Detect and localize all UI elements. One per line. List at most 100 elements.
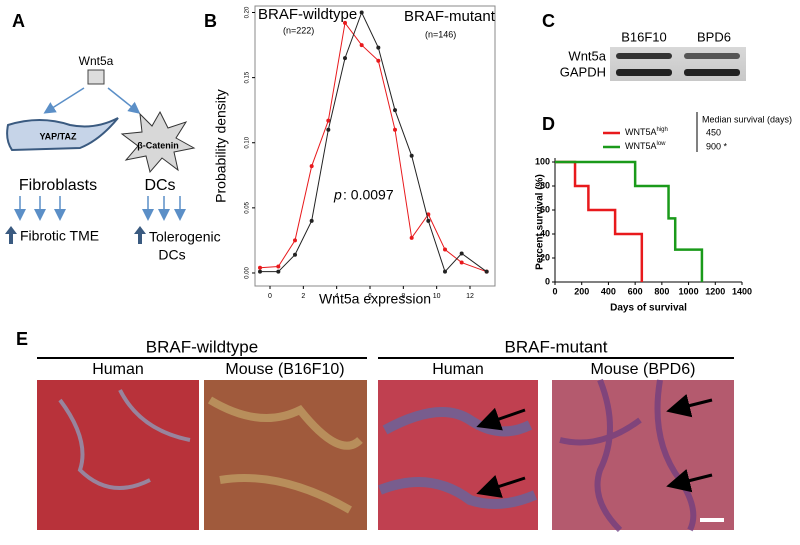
p-value: : 0.0097 bbox=[343, 187, 394, 203]
data-point bbox=[409, 153, 414, 158]
legend-superscript: low bbox=[657, 141, 667, 147]
legend-label: BRAF-mutant bbox=[404, 8, 496, 25]
cell-label: Fibroblasts bbox=[19, 177, 97, 194]
legend-label: WNT5Ahigh bbox=[625, 127, 668, 138]
group-title: BRAF-wildtype bbox=[146, 337, 258, 356]
data-point bbox=[276, 264, 281, 269]
data-point bbox=[443, 269, 447, 274]
legend-label: BRAF-wildtype bbox=[258, 6, 357, 23]
up-arrow bbox=[134, 226, 146, 244]
x-tick-label: 400 bbox=[601, 286, 616, 296]
arrows-down bbox=[14, 196, 186, 221]
data-point bbox=[326, 118, 331, 123]
arrow bbox=[107, 87, 141, 114]
panel-e: E BRAF-wildtype BRAF-mutant Human Mouse … bbox=[16, 329, 734, 533]
x-tick-label: 10 bbox=[433, 293, 441, 300]
data-point bbox=[343, 56, 347, 61]
x-tick-label: 200 bbox=[574, 286, 589, 296]
lane-label: BPD6 bbox=[697, 29, 731, 44]
image-label: Mouse (BPD6) bbox=[591, 361, 696, 378]
arrows bbox=[476, 393, 713, 498]
up-arrow bbox=[5, 226, 17, 244]
band bbox=[684, 53, 740, 59]
ligand-icon bbox=[87, 69, 105, 85]
outcome-label: Fibrotic TME bbox=[20, 228, 99, 244]
data-point bbox=[343, 20, 347, 25]
data-point bbox=[293, 238, 297, 243]
x-tick-label: 800 bbox=[654, 286, 669, 296]
x-tick-label: 8 bbox=[401, 293, 405, 300]
legend-title: Median survival (days) bbox=[702, 114, 792, 124]
receptor-label: YAP/TAZ bbox=[39, 131, 77, 141]
data-point bbox=[393, 108, 397, 113]
p-value-italic: p bbox=[333, 187, 342, 203]
legend-median: 900 * bbox=[706, 141, 728, 151]
tissue-streak bbox=[58, 389, 191, 490]
y-tick-label: 20 bbox=[540, 252, 550, 262]
row-label: Wnt5a bbox=[568, 48, 606, 63]
histology-image bbox=[378, 380, 538, 530]
y-tick-label: 0.10 bbox=[245, 136, 251, 148]
x-tick-label: 1200 bbox=[705, 286, 725, 296]
data-point bbox=[484, 269, 489, 274]
panel-label: A bbox=[12, 11, 25, 31]
data-point bbox=[376, 45, 381, 50]
legend-n: (n=146) bbox=[425, 29, 456, 39]
image-label: Mouse (B16F10) bbox=[225, 361, 344, 378]
panel-label: E bbox=[16, 329, 28, 349]
x-tick-label: 2 bbox=[301, 293, 305, 300]
x-tick-label: 4 bbox=[335, 293, 339, 300]
panel-a: A Wnt5a YAP/TAZ β-Catenin Fibroblasts DC… bbox=[5, 11, 221, 263]
x-tick-label: 12 bbox=[466, 293, 474, 300]
group-title: BRAF-mutant bbox=[505, 337, 608, 356]
x-tick-label: 1000 bbox=[679, 286, 699, 296]
x-tick-label: 600 bbox=[628, 286, 643, 296]
ligand: Wnt5a bbox=[79, 54, 114, 68]
data-point bbox=[426, 218, 431, 223]
image-label: Human bbox=[432, 361, 484, 378]
lane-label: B16F10 bbox=[621, 29, 667, 44]
data-point bbox=[359, 10, 364, 15]
data-point bbox=[309, 218, 314, 223]
x-axis-label: Days of survival bbox=[610, 303, 687, 314]
y-tick-label: 0.15 bbox=[245, 71, 251, 83]
row-label: GAPDH bbox=[560, 64, 606, 79]
legend-name: WNT5A bbox=[625, 141, 657, 151]
legend-label: WNT5Alow bbox=[625, 141, 666, 152]
x-tick-label: 0 bbox=[268, 293, 272, 300]
x-tick-label: 6 bbox=[368, 293, 372, 300]
series-line bbox=[555, 160, 704, 282]
series-line bbox=[555, 160, 644, 282]
data-point bbox=[459, 251, 464, 256]
band bbox=[616, 69, 672, 76]
x-tick-label: 1400 bbox=[732, 286, 752, 296]
panel-label: C bbox=[542, 11, 555, 31]
y-tick-label: 0.00 bbox=[245, 266, 251, 278]
data-point bbox=[309, 164, 314, 169]
y-tick-label: 0.05 bbox=[245, 201, 251, 213]
legend-n: (n=222) bbox=[283, 25, 314, 35]
panel-label: D bbox=[542, 114, 555, 134]
data-point bbox=[459, 260, 464, 265]
y-tick-label: 80 bbox=[540, 180, 550, 190]
tissue-streak bbox=[207, 396, 363, 514]
outcome-label: DCs bbox=[158, 247, 185, 263]
data-point bbox=[393, 127, 397, 132]
series-line bbox=[259, 21, 487, 273]
band bbox=[684, 69, 740, 76]
y-tick-label: 0 bbox=[545, 276, 550, 286]
legend-name: WNT5A bbox=[625, 127, 657, 137]
data-point bbox=[276, 269, 281, 274]
cell-label: DCs bbox=[144, 177, 175, 194]
x-axis-label: Wnt5a expression bbox=[319, 291, 431, 307]
y-tick-label: 0.20 bbox=[245, 6, 251, 18]
outcome-label: Tolerogenic bbox=[149, 229, 221, 245]
dc-shape bbox=[120, 110, 196, 174]
data-point bbox=[443, 247, 447, 252]
panel-c: C B16F10 BPD6 Wnt5a GAPDH bbox=[542, 11, 746, 81]
x-tick-label: 0 bbox=[552, 286, 557, 296]
image-label: Human bbox=[92, 361, 144, 378]
legend-superscript: high bbox=[657, 127, 668, 133]
data-point bbox=[258, 269, 262, 274]
